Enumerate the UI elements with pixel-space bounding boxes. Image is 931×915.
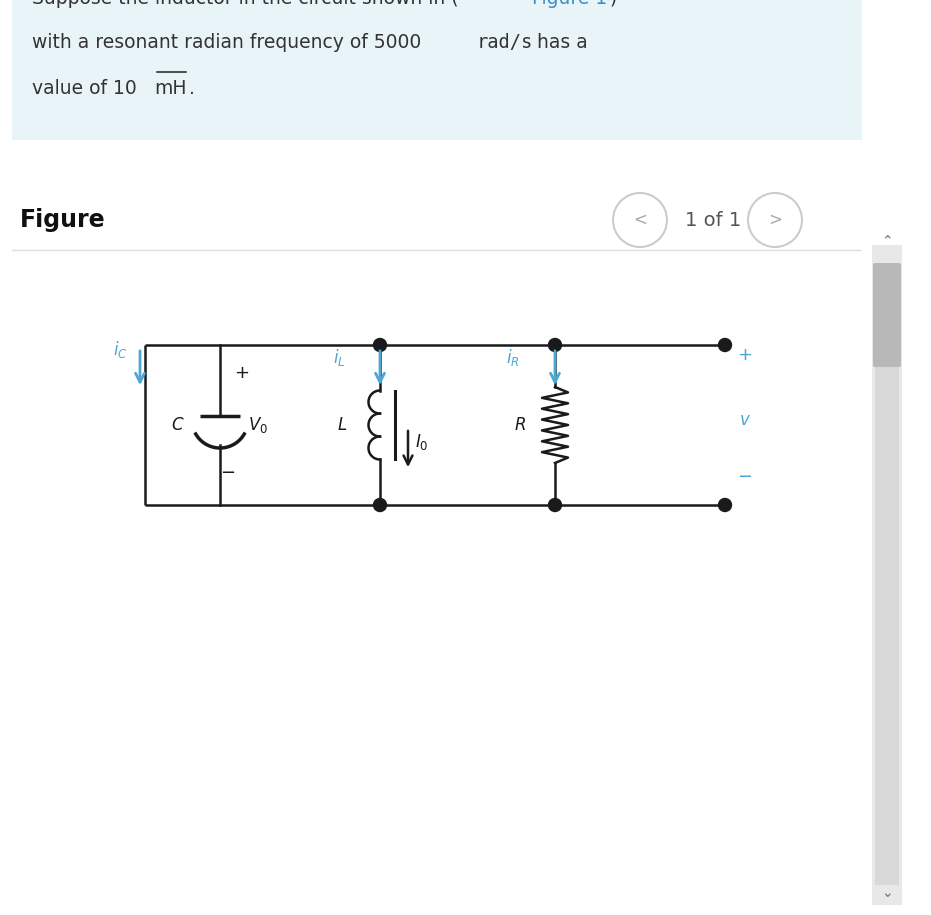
Circle shape	[719, 499, 732, 511]
Text: has a: has a	[531, 34, 587, 52]
Circle shape	[373, 499, 386, 511]
Text: Figure: Figure	[20, 208, 105, 232]
Text: $v$: $v$	[739, 411, 751, 429]
Text: ): )	[610, 0, 617, 7]
Circle shape	[548, 499, 561, 511]
Text: $I_0$: $I_0$	[415, 432, 428, 452]
Text: $R$: $R$	[514, 416, 526, 434]
Text: $i_L$: $i_L$	[332, 347, 345, 368]
Text: $V_0$: $V_0$	[248, 415, 268, 435]
FancyBboxPatch shape	[875, 265, 899, 885]
FancyBboxPatch shape	[872, 245, 902, 905]
Text: .: .	[189, 79, 195, 98]
Text: $C$: $C$	[171, 416, 184, 434]
FancyBboxPatch shape	[873, 263, 901, 367]
Text: rad/s: rad/s	[477, 34, 533, 52]
Text: −: −	[737, 468, 752, 486]
Text: <: <	[633, 211, 647, 229]
Text: +: +	[235, 364, 250, 382]
Text: $i_C$: $i_C$	[114, 339, 128, 361]
Text: Figure 1: Figure 1	[532, 0, 607, 7]
Text: Suppose the inductor in the circuit shown in (: Suppose the inductor in the circuit show…	[32, 0, 459, 7]
Text: −: −	[221, 464, 236, 482]
FancyBboxPatch shape	[12, 0, 862, 140]
Text: >: >	[768, 211, 782, 229]
Circle shape	[548, 339, 561, 351]
Text: with a resonant radian frequency of 5000: with a resonant radian frequency of 5000	[32, 34, 425, 52]
Text: 1 of 1: 1 of 1	[685, 210, 741, 230]
Circle shape	[373, 339, 386, 351]
Circle shape	[719, 339, 732, 351]
Text: ⌄: ⌄	[881, 886, 893, 900]
Text: ⌃: ⌃	[881, 233, 893, 247]
Text: $i_R$: $i_R$	[506, 347, 520, 368]
Text: +: +	[737, 346, 752, 364]
Text: mH: mH	[154, 79, 186, 98]
Text: value of 10: value of 10	[32, 79, 141, 98]
Text: $L$: $L$	[337, 416, 347, 434]
